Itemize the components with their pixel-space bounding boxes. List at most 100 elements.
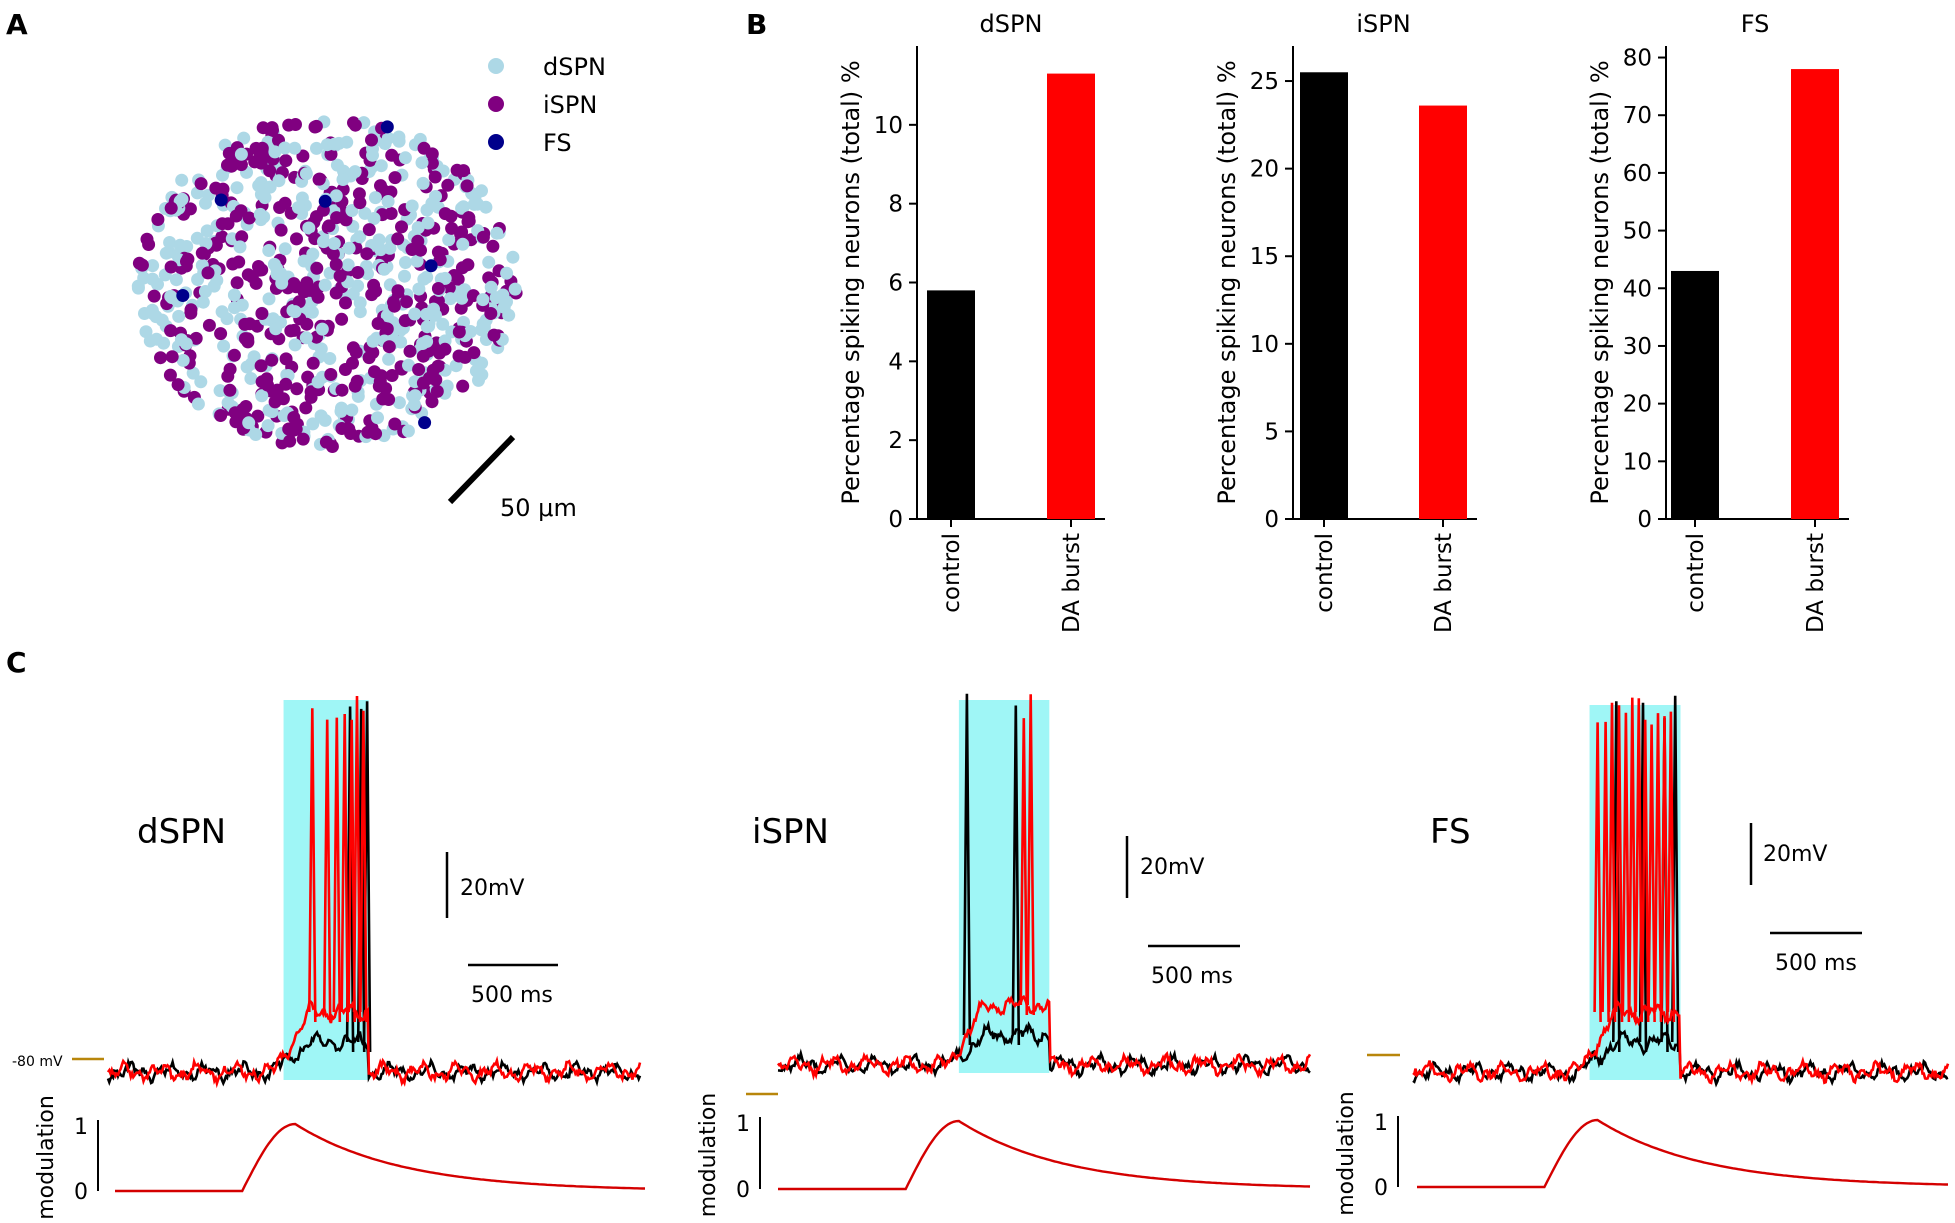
- bar-da-burst: [1791, 69, 1839, 519]
- scatter-point-ispn: [296, 432, 310, 446]
- scatter-point-ispn: [484, 307, 498, 320]
- y-tick-label: 25: [1250, 69, 1279, 95]
- scatter-point-dspn: [408, 307, 422, 321]
- scatter-point-dspn: [217, 339, 231, 353]
- scatter-points: [131, 115, 523, 453]
- baseline-label: -80 mV: [12, 1054, 63, 1070]
- y-tick-label: 5: [1264, 419, 1279, 445]
- y-tick-label: 6: [888, 271, 903, 297]
- scatter-point-dspn: [469, 364, 483, 378]
- scatter-point-ispn: [324, 368, 338, 381]
- time-scale-label: 500 ms: [1775, 951, 1857, 976]
- scatter-point-ispn: [202, 318, 216, 332]
- scatter-point-ispn: [235, 230, 249, 244]
- scatter-point-dspn: [508, 282, 522, 296]
- legend-marker-ispn: [488, 96, 504, 112]
- scatter-point-dspn: [392, 396, 406, 410]
- scatter-point-dspn: [378, 137, 392, 151]
- trace-title: iSPN: [752, 812, 829, 852]
- scatter-point-dspn: [329, 189, 343, 203]
- spike: [1647, 724, 1656, 1023]
- scatter-point-ispn: [431, 359, 445, 373]
- chart-title: dSPN: [980, 10, 1043, 38]
- scatter-point-ispn: [329, 257, 343, 271]
- scatter-point-dspn: [399, 256, 412, 269]
- scatter-point-ispn: [309, 119, 323, 133]
- scatter-point-ispn: [303, 283, 316, 297]
- scatter-point-dspn: [420, 270, 434, 284]
- scatter-point-dspn: [272, 174, 286, 188]
- x-tick-label: control: [1683, 533, 1709, 613]
- scatter-point-dspn: [490, 226, 504, 240]
- scatter-point-dspn: [489, 291, 503, 305]
- scatter-point-dspn: [179, 337, 193, 351]
- scatter-point-dspn: [411, 221, 425, 235]
- scatter-point-dspn: [230, 181, 244, 195]
- scatter-point-ispn: [266, 123, 279, 137]
- scatter-point-dspn: [261, 419, 275, 433]
- scatter-point-fs: [318, 194, 332, 208]
- modulation-tick-1: 1: [74, 1115, 88, 1140]
- scatter-point-dspn: [420, 203, 434, 217]
- scatter-point-dspn: [242, 416, 256, 430]
- scatter-point-ispn: [180, 255, 193, 269]
- scatter-point-ispn: [384, 207, 398, 220]
- scatter-point-dspn: [415, 156, 429, 170]
- y-tick-label: 0: [888, 507, 903, 533]
- scatter-point-ispn: [248, 155, 262, 169]
- scatter-point-dspn: [421, 216, 435, 230]
- scatter-point-dspn: [351, 279, 365, 293]
- scatter-point-dspn: [310, 141, 323, 155]
- x-tick-label: DA burst: [1803, 533, 1829, 633]
- scatter-point-ispn: [322, 219, 336, 233]
- y-tick-label: 10: [1250, 332, 1279, 358]
- scatter-point-ispn: [460, 179, 474, 193]
- y-axis-label: Percentage spiking neurons (total) %: [1586, 60, 1614, 504]
- scatter-point-ispn: [276, 392, 290, 406]
- scatter-point-dspn: [146, 307, 160, 321]
- scatter-point-ispn: [487, 328, 501, 342]
- scatter-point-dspn: [262, 292, 276, 306]
- scatter-point-ispn: [279, 154, 293, 168]
- scatter-point-ispn: [391, 232, 405, 246]
- scatter-point-dspn: [482, 255, 496, 269]
- spike: [1634, 698, 1644, 1023]
- modulation-label: modulation: [34, 1095, 59, 1220]
- y-tick-label: 50: [1623, 219, 1652, 245]
- scatter-point-dspn: [392, 134, 406, 148]
- scatter-point-dspn: [270, 261, 284, 275]
- x-tick-label: DA burst: [1059, 533, 1085, 633]
- spike: [1614, 705, 1624, 1023]
- scatter-point-dspn: [233, 240, 247, 254]
- spike: [1653, 713, 1663, 1023]
- y-tick-label: 0: [1264, 507, 1279, 533]
- scatter-point-dspn: [220, 312, 234, 326]
- time-scale-label: 500 ms: [471, 983, 553, 1008]
- scatter-point-dspn: [476, 317, 490, 331]
- scatter-point-ispn: [339, 296, 352, 310]
- scatter-point-ispn: [372, 379, 386, 393]
- scatter-point-dspn: [288, 305, 302, 319]
- scatter-point-dspn: [420, 320, 434, 334]
- trace-panel-ispn: iSPN 20mV 500 ms 0 1 modulation: [696, 693, 1312, 1217]
- bar-da-burst: [1419, 105, 1467, 520]
- scatter-point-dspn: [169, 273, 183, 287]
- scatter-point-ispn: [335, 383, 349, 397]
- scatter-point-ispn: [391, 284, 405, 298]
- scatter-point-dspn: [175, 192, 189, 206]
- scatter-point-dspn: [150, 332, 163, 346]
- spike: [352, 695, 362, 1023]
- chart-title: FS: [1741, 10, 1770, 38]
- scatter-point-ispn: [151, 213, 165, 226]
- x-tick-label: DA burst: [1431, 533, 1457, 633]
- scatter-point-dspn: [207, 279, 221, 293]
- scatter-point-ispn: [279, 377, 293, 391]
- scatter-point-dspn: [410, 254, 424, 268]
- scatter-point-ispn: [241, 335, 255, 349]
- scatter-point-ispn: [201, 266, 215, 280]
- y-tick-label: 4: [888, 349, 903, 375]
- spike: [1666, 711, 1676, 1023]
- scatter-point-dspn: [345, 403, 359, 417]
- scatter-point-ispn: [299, 401, 313, 415]
- scatter-point-dspn: [269, 322, 283, 336]
